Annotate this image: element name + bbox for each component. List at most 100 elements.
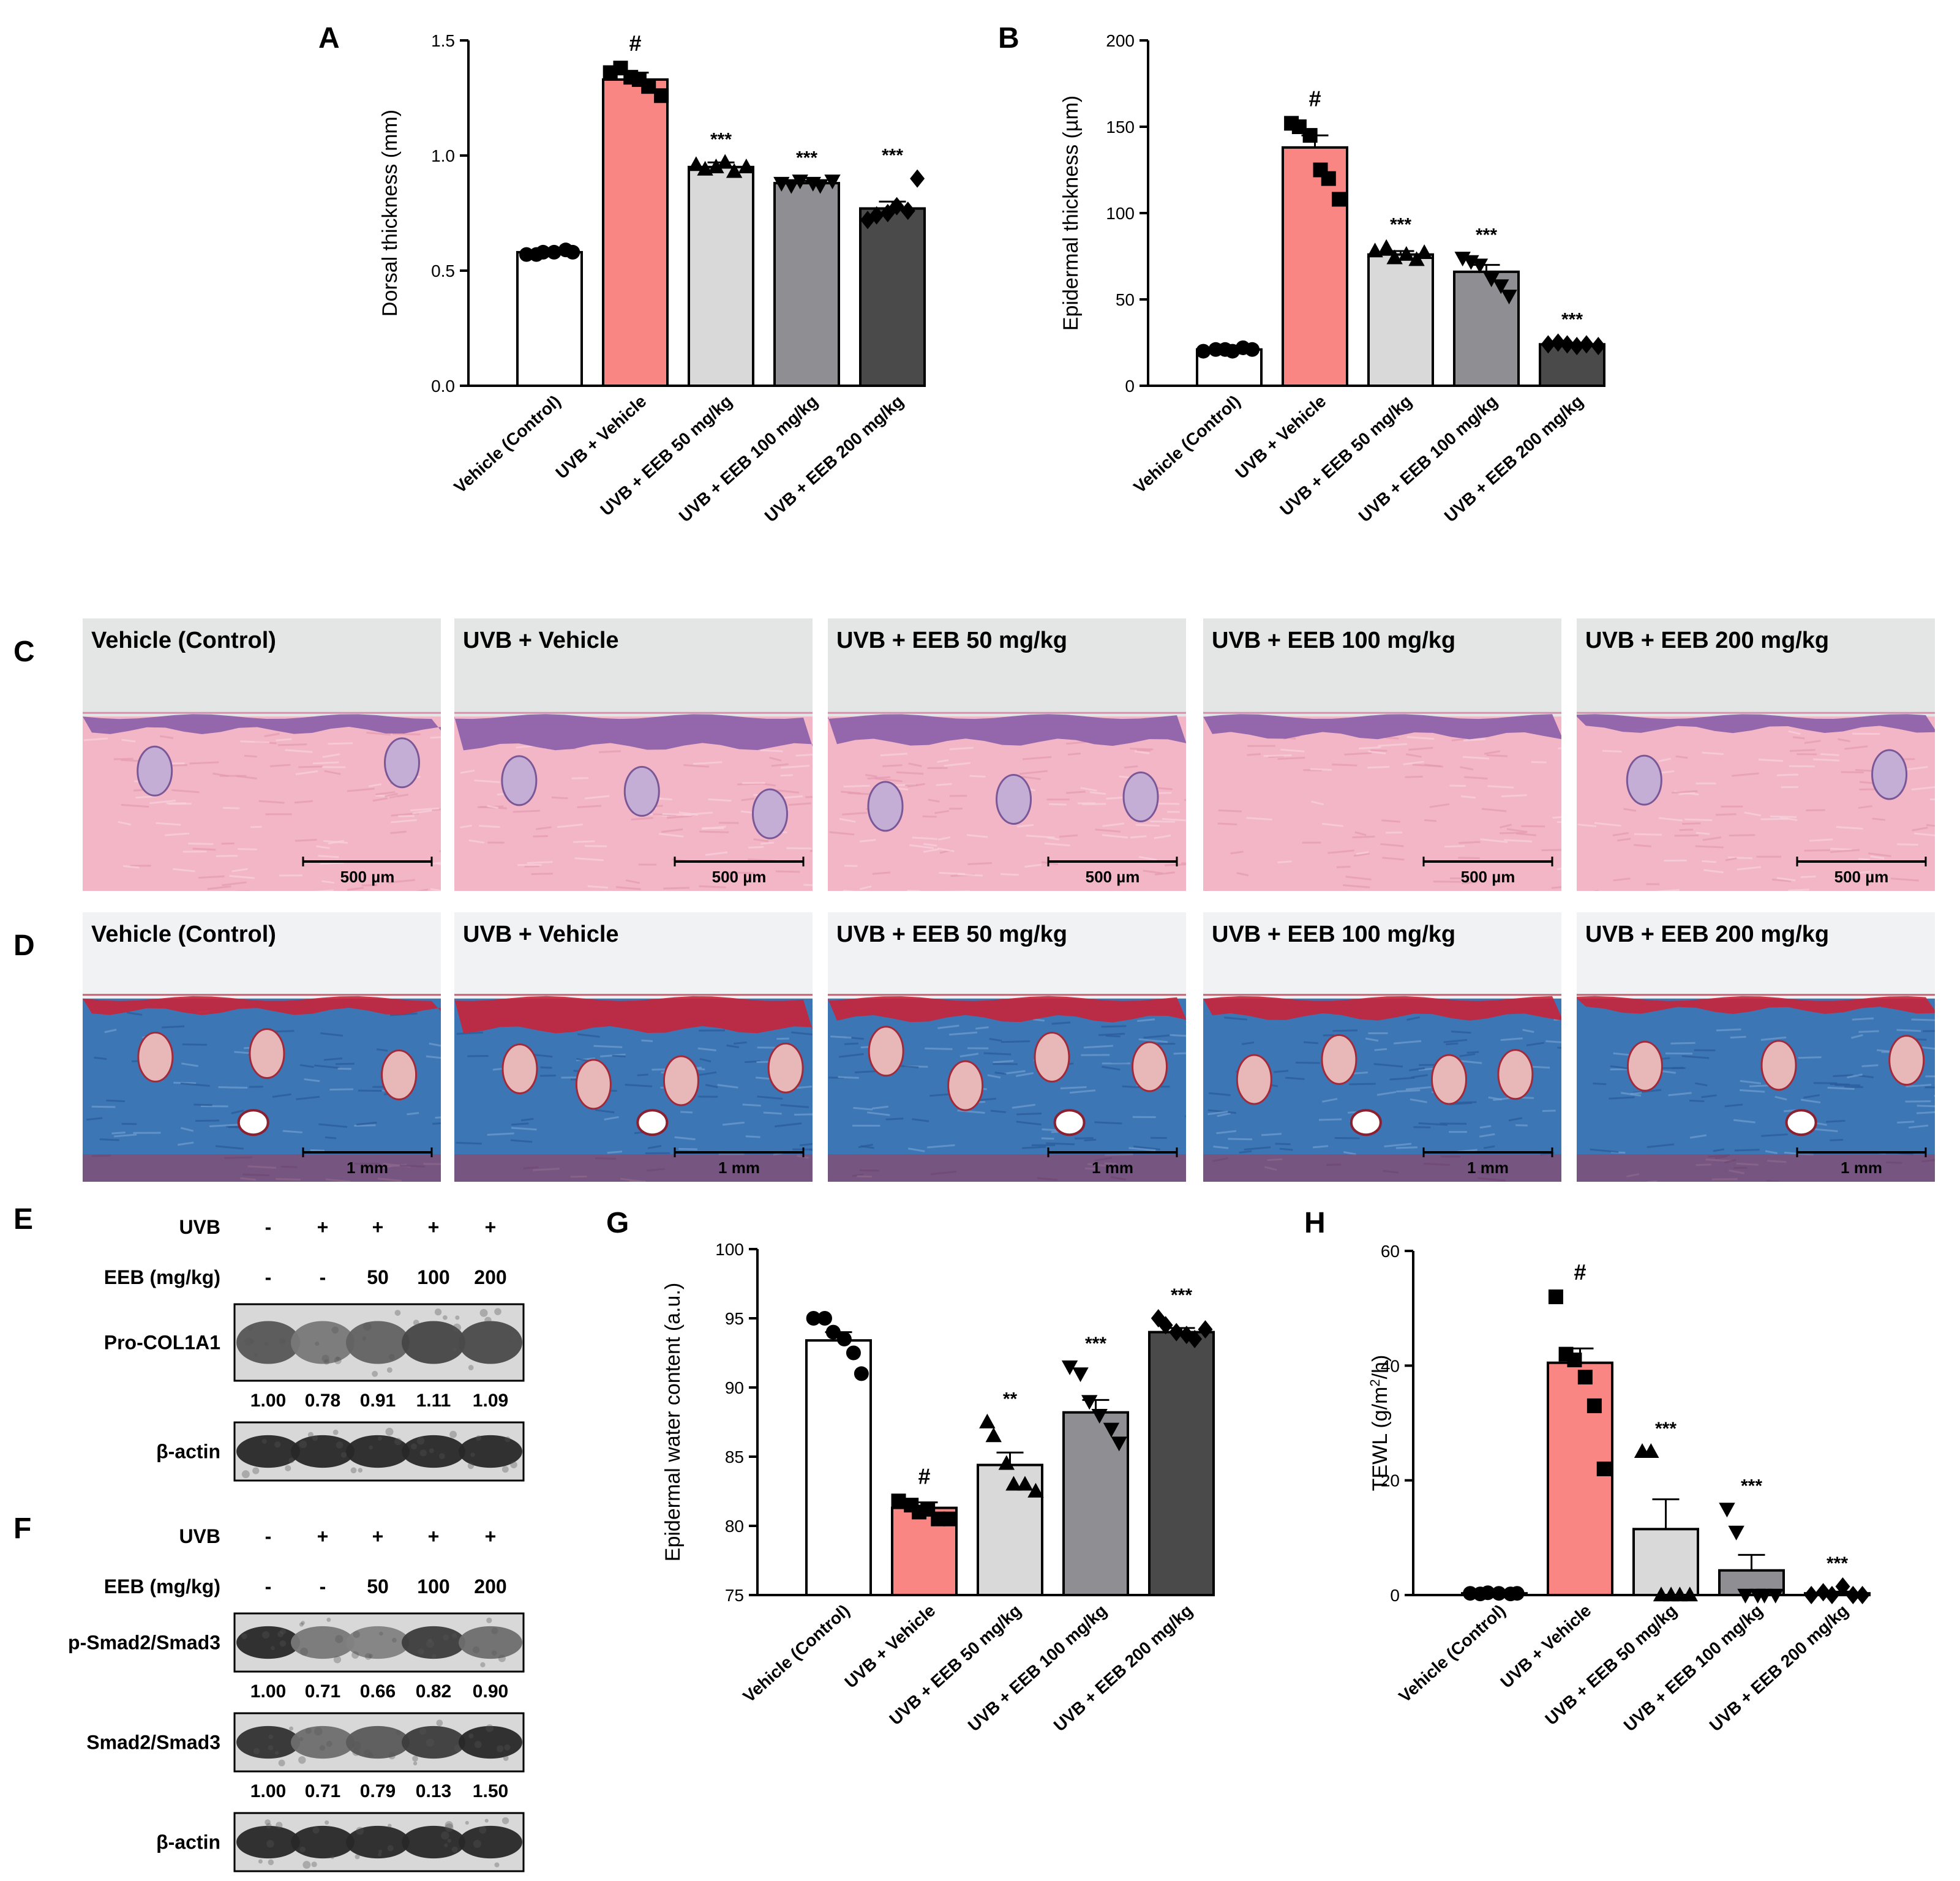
tissue-fiber [1279, 1147, 1293, 1151]
tissue-fiber [456, 1241, 476, 1243]
tissue-fiber [418, 1238, 435, 1239]
tissue-fiber [800, 1143, 813, 1147]
tissue-fiber [774, 1122, 802, 1128]
y-tick-label: 0 [1125, 377, 1135, 396]
tissue-fiber [666, 1265, 683, 1268]
blot-noise [367, 1752, 374, 1759]
tissue-fiber [1012, 1103, 1035, 1109]
tissue-fiber [1411, 1074, 1429, 1079]
y-tick-label: 75 [725, 1586, 744, 1605]
tissue-fiber [1269, 1260, 1288, 1262]
band-quantification: 0.13 [416, 1781, 451, 1801]
tissue-fiber [1205, 890, 1211, 891]
tissue-fiber [1067, 753, 1081, 756]
tissue-fiber [1446, 1042, 1459, 1046]
blot-noise [252, 1467, 260, 1474]
tissue-fiber [1932, 1231, 1956, 1233]
tissue-fiber [905, 784, 918, 787]
tissue-fiber [264, 1185, 276, 1187]
tissue-fiber [318, 855, 339, 858]
tissue-fiber [853, 1106, 873, 1111]
tissue-fiber [1359, 746, 1381, 749]
tissue-fiber [1149, 1260, 1173, 1262]
data-point [1398, 246, 1415, 261]
tissue-fiber [1376, 1091, 1397, 1096]
tissue-fiber [1858, 1030, 1879, 1033]
tissue-fiber [316, 845, 330, 849]
tissue-fiber [1702, 751, 1724, 756]
tissue-fiber [1051, 1021, 1071, 1025]
significance-mark: *** [1741, 1476, 1762, 1496]
tissue-fiber [171, 1239, 186, 1241]
tissue-fiber [231, 868, 248, 873]
tissue-fiber [1610, 1065, 1630, 1070]
tissue-fiber [1422, 907, 1435, 909]
tissue-fiber [1184, 799, 1186, 802]
tissue-fiber [1045, 843, 1070, 847]
tissue-fiber [693, 761, 723, 765]
tissue-fiber [1418, 1122, 1448, 1126]
tissue-fiber [1328, 1223, 1348, 1225]
blot-noise [419, 1727, 427, 1735]
tissue-fiber [149, 799, 176, 805]
tissue-fiber [1511, 1187, 1531, 1188]
tissue-fiber [104, 1029, 117, 1034]
tissue-fiber [1484, 750, 1501, 755]
tissue-fiber [1075, 1137, 1094, 1139]
tissue-fiber [1049, 1229, 1069, 1231]
significance-mark: # [629, 31, 641, 56]
tissue-fiber [1760, 1036, 1787, 1041]
tissue-fiber [882, 1190, 895, 1191]
tissue-fiber [1024, 863, 1042, 868]
y-tick-label: 1.5 [431, 31, 455, 50]
protein-band [402, 1725, 465, 1759]
tissue-fiber [1424, 819, 1436, 822]
band-label: β-actin [156, 1441, 220, 1463]
blot-noise [484, 1316, 492, 1324]
tissue-fiber [1501, 794, 1527, 798]
tissue-fiber [925, 1047, 953, 1050]
tissue-fiber [800, 1185, 825, 1187]
tissue-fiber [392, 733, 421, 735]
data-point [546, 244, 561, 260]
tissue-fiber [631, 817, 653, 821]
protein-band [459, 1725, 522, 1759]
tissue-fiber [1277, 757, 1305, 760]
tissue-fiber [1138, 856, 1157, 861]
tissue-fiber [994, 1072, 1007, 1075]
tissue-fiber [1765, 1150, 1778, 1154]
tissue-fiber [127, 1263, 145, 1265]
bar-1 [516, 250, 583, 388]
histology-image-5: UVB + EEB 200 mg/kg 500 µm [1577, 618, 1935, 891]
scale-bar-label: 1 mm [1841, 1158, 1882, 1177]
tissue-fiber [1558, 747, 1561, 750]
tissue-fiber [909, 844, 934, 849]
blot-noise [419, 1449, 427, 1457]
tissue-fiber [1813, 1181, 1820, 1182]
tissue-fiber [884, 1204, 904, 1206]
blot-noise [355, 1854, 360, 1860]
tissue-fiber [745, 1135, 760, 1138]
tissue-fiber [1385, 736, 1399, 740]
tissue-fiber [1083, 1045, 1113, 1049]
blot-noise [268, 1745, 273, 1751]
tissue-fiber [1080, 787, 1097, 792]
tissue-fiber [1295, 1061, 1320, 1064]
blot-noise [362, 1336, 367, 1341]
blot-noise [429, 1448, 434, 1454]
bar-5 [1148, 1331, 1215, 1597]
scale-bar-label: 500 µm [340, 868, 395, 886]
tissue-fiber [389, 794, 409, 798]
tissue-fiber [937, 847, 955, 852]
blot-noise [503, 1755, 509, 1761]
histology-image-5: UVB + EEB 200 mg/kg 1 mm [1577, 912, 1956, 1233]
tissue-fiber [479, 825, 500, 828]
tissue-fiber [630, 1266, 655, 1267]
tissue-fiber [295, 838, 317, 842]
tissue-fiber [1556, 868, 1561, 871]
blot-noise [486, 1617, 492, 1624]
blot-noise [479, 1308, 488, 1317]
hair-follicle [623, 765, 660, 817]
tissue-fiber [1041, 861, 1059, 865]
tissue-fiber [989, 1038, 1002, 1042]
